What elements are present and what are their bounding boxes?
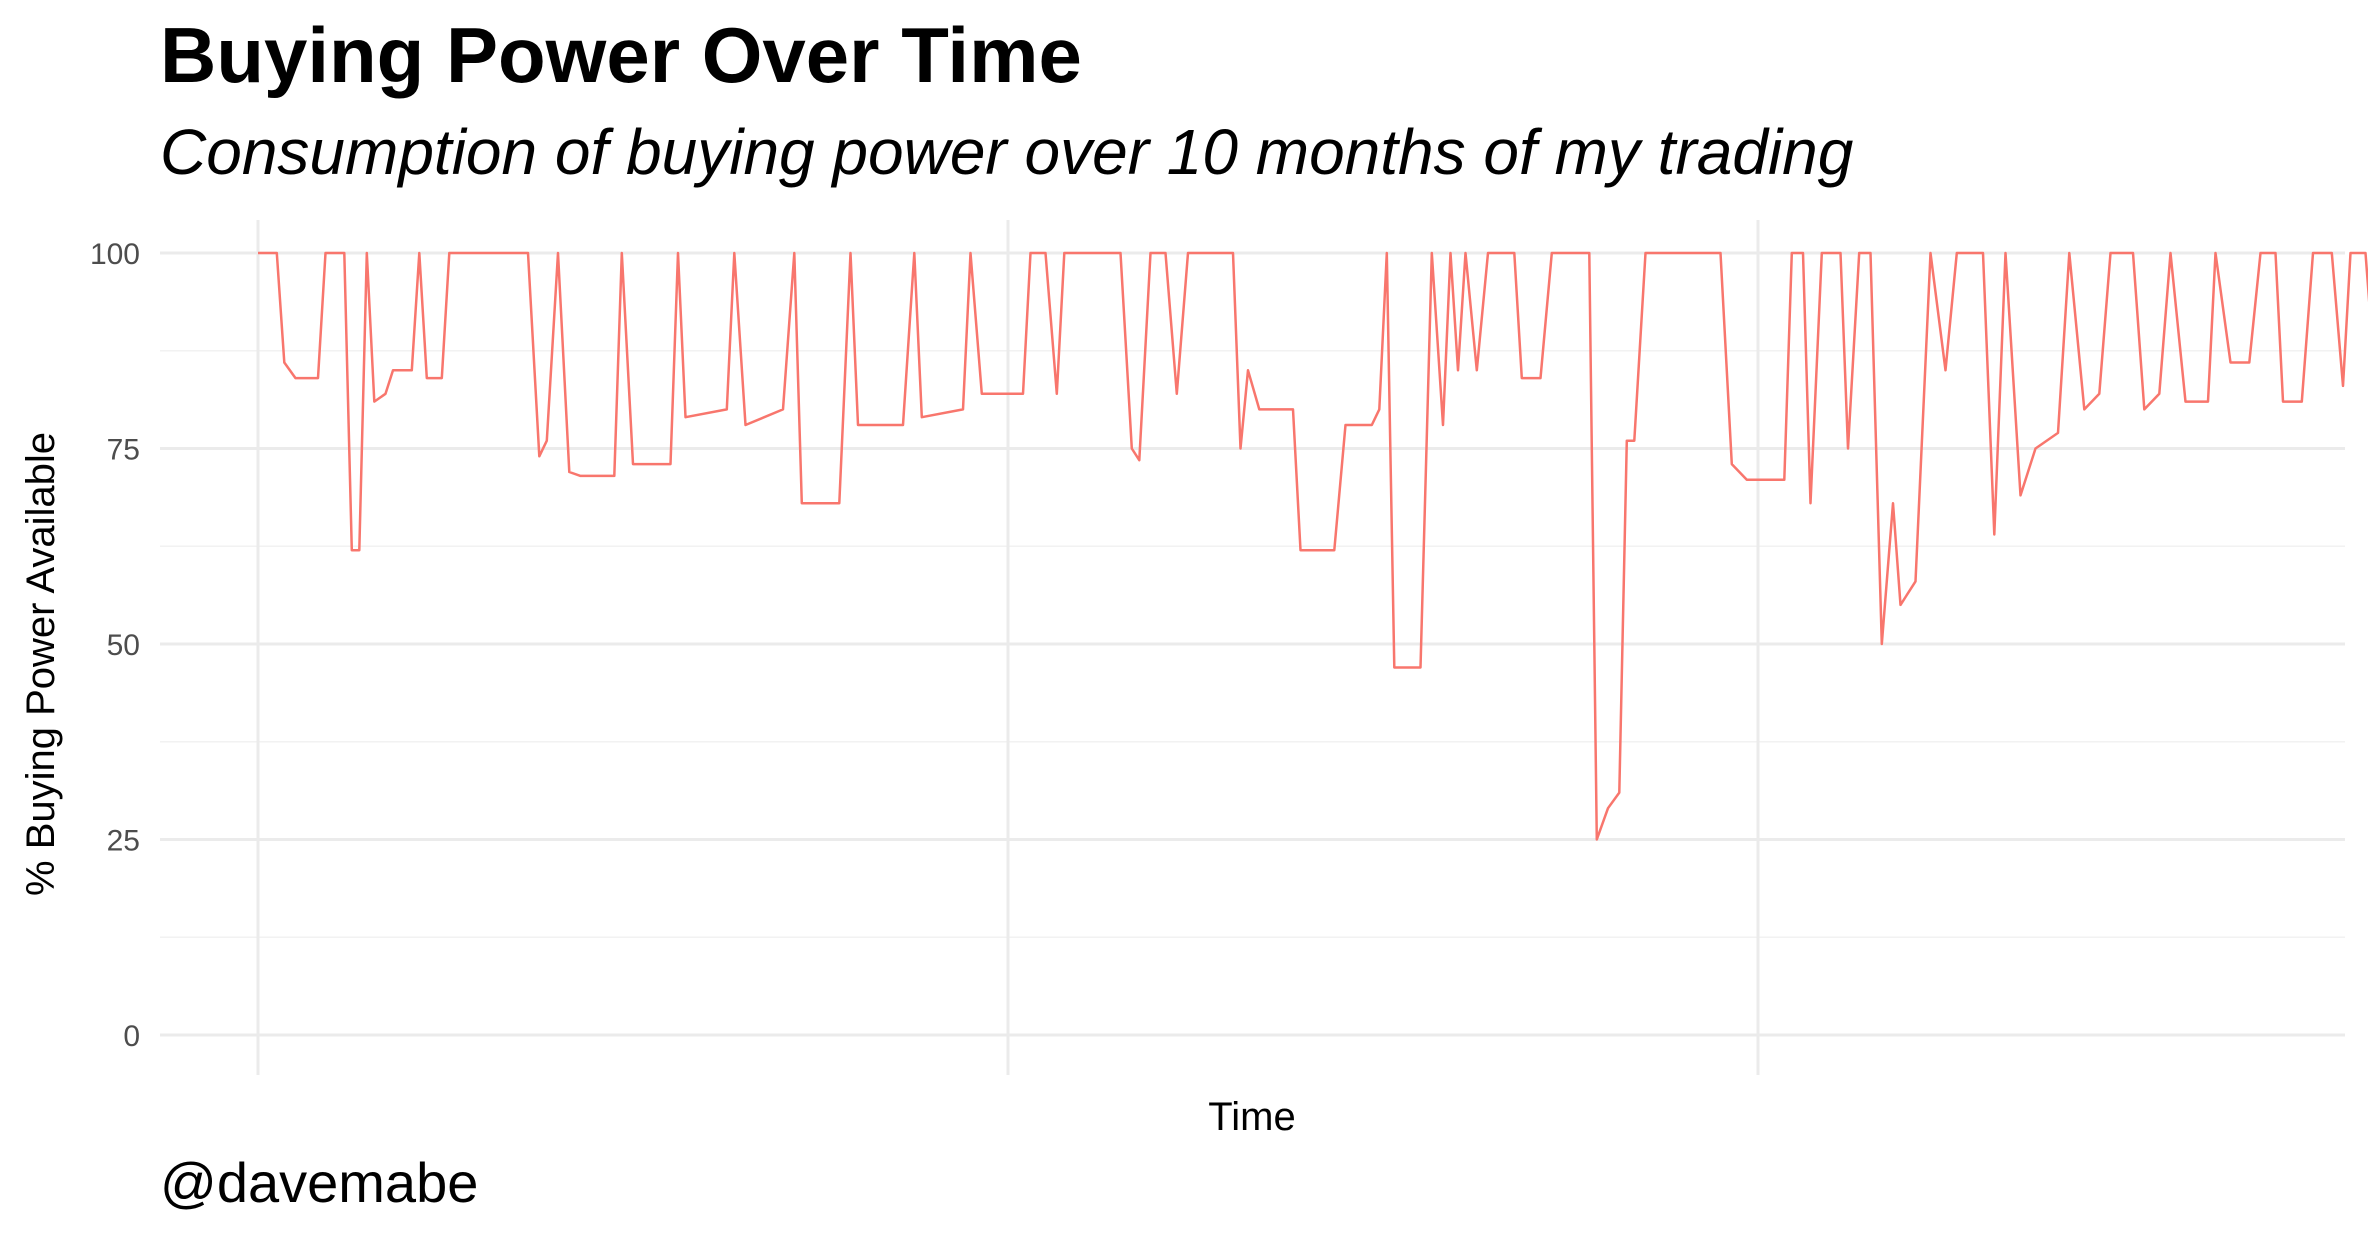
chart-title: Buying Power Over Time bbox=[160, 11, 1082, 99]
chart-subtitle: Consumption of buying power over 10 mont… bbox=[160, 116, 1854, 188]
series-line bbox=[258, 251, 2368, 841]
chart-caption: @davemabe bbox=[160, 1151, 479, 1214]
grid bbox=[160, 220, 2345, 1075]
series-layer bbox=[258, 251, 2368, 841]
y-tick-label: 0 bbox=[123, 1020, 140, 1053]
x-axis-label: Time bbox=[1208, 1095, 1295, 1139]
y-tick-label: 100 bbox=[90, 238, 140, 271]
y-tick-label: 50 bbox=[107, 629, 140, 662]
y-tick-label: 25 bbox=[107, 825, 140, 858]
y-tick-label: 75 bbox=[107, 434, 140, 467]
y-axis-label: % Buying Power Available bbox=[19, 432, 63, 896]
y-tick-labels: 0 25 50 75 100 bbox=[90, 238, 140, 1053]
